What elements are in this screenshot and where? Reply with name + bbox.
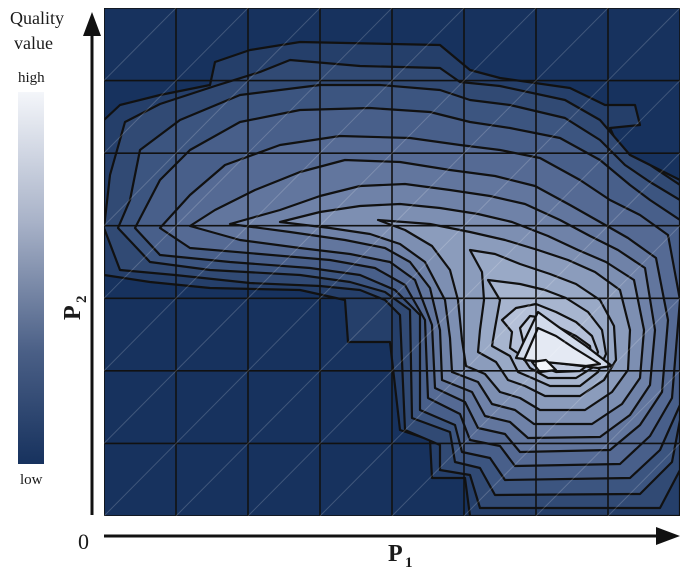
cell-diagonal (104, 152, 177, 227)
cell-diagonal (391, 8, 465, 81)
cell-diagonal (535, 8, 609, 81)
cell-diagonal (319, 152, 393, 227)
legend-title-line2: value (14, 33, 53, 53)
cell-diagonal (463, 80, 537, 154)
cell-diagonal (607, 8, 680, 81)
contour-level-16 (530, 358, 558, 374)
cell-diagonal (463, 370, 537, 444)
cell-diagonal (247, 80, 321, 154)
cell-diagonal (319, 443, 393, 516)
origin-label: 0 (78, 529, 89, 554)
cell-diagonal (175, 80, 249, 154)
cell-diagonal (535, 443, 609, 516)
x-axis-subscript: 1 (405, 555, 413, 569)
cell-diagonal (319, 297, 393, 372)
contour-level-15 (522, 326, 602, 368)
legend-high-label: high (18, 70, 45, 86)
cell-diagonal (247, 443, 321, 516)
cell-diagonal (607, 370, 680, 444)
cell-diagonal (247, 370, 321, 444)
cell-diagonal (607, 152, 680, 227)
y-axis-subscript: 2 (74, 296, 90, 304)
cell-diagonal (607, 443, 680, 516)
color-scale-bar (18, 92, 44, 464)
cell-diagonal (391, 225, 465, 299)
cell-diagonal (391, 80, 465, 154)
cell-diagonal (463, 297, 537, 372)
legend-title-line1: Quality (10, 8, 64, 28)
cell-diagonal (104, 443, 177, 516)
cell-diagonal (319, 370, 393, 444)
cell-diagonal (535, 225, 609, 299)
cell-diagonal (391, 443, 465, 516)
cell-diagonal (391, 152, 465, 227)
legend-low-label: low (20, 472, 43, 488)
cell-diagonal (175, 370, 249, 444)
cell-diagonal (607, 225, 680, 299)
cell-diagonal (247, 297, 321, 372)
cell-diagonal (104, 225, 177, 299)
cell-diagonal (175, 297, 249, 372)
cell-diagonal (535, 152, 609, 227)
cell-diagonal (247, 152, 321, 227)
cell-diagonal (319, 225, 393, 299)
arrow-up-icon (83, 12, 101, 36)
cell-diagonal (463, 225, 537, 299)
contour-plot (104, 8, 680, 516)
cell-diagonal (535, 297, 609, 372)
cell-diagonal (104, 370, 177, 444)
cell-diagonal (391, 297, 465, 372)
cell-diagonal (535, 80, 609, 154)
cell-diagonal (535, 370, 609, 444)
cell-diagonal (104, 297, 177, 372)
cell-diagonal (175, 8, 249, 81)
cell-diagonal (607, 297, 680, 372)
cell-diagonal (463, 152, 537, 227)
cell-diagonal (104, 80, 177, 154)
cell-diagonal (175, 225, 249, 299)
y-axis-label: P (60, 305, 86, 320)
cell-diagonal (175, 443, 249, 516)
cell-diagonal (391, 370, 465, 444)
cell-diagonal (104, 8, 177, 81)
cell-diagonal (319, 80, 393, 154)
arrow-right-icon (656, 527, 680, 545)
cell-diagonal (463, 443, 537, 516)
cell-diagonal (607, 80, 680, 154)
cell-diagonal (463, 8, 537, 81)
cell-diagonal (319, 8, 393, 81)
cell-diagonal (175, 152, 249, 227)
cell-diagonal (247, 8, 321, 81)
x-axis-label: P (388, 541, 403, 567)
cell-diagonal (247, 225, 321, 299)
